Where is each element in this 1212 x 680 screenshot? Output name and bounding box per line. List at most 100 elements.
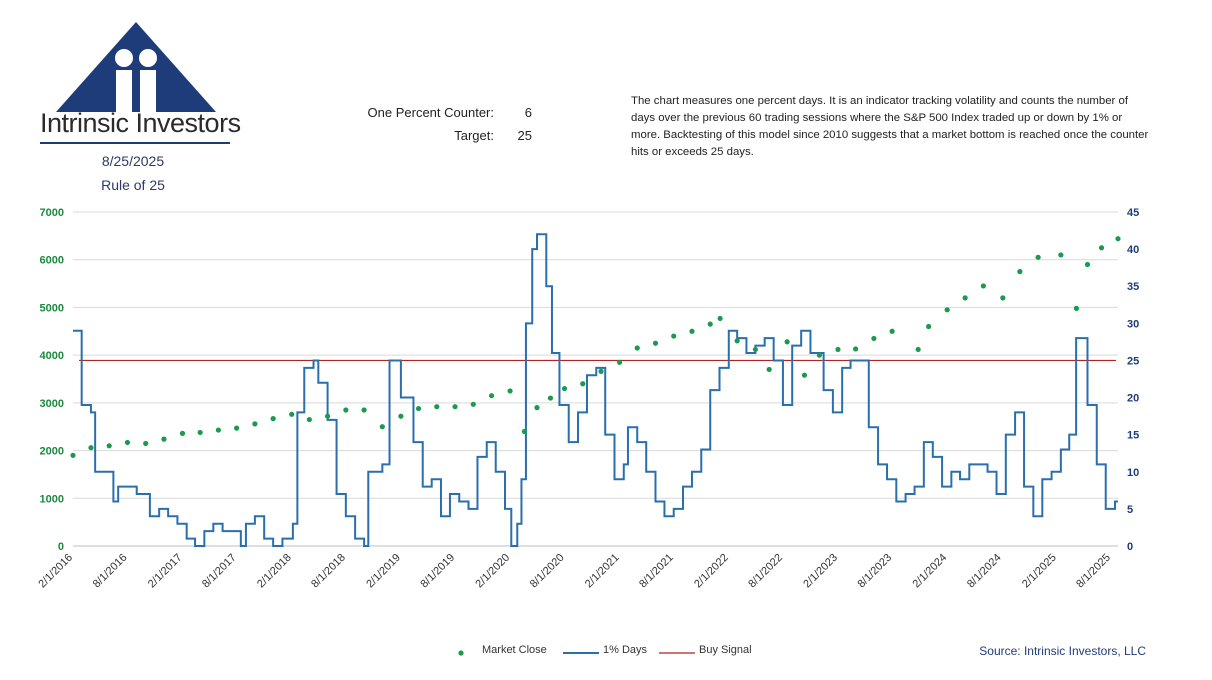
market-close-point (962, 295, 968, 301)
market-close-point (434, 404, 440, 410)
market-close-point (816, 352, 823, 358)
legend-market-label: Market Close (482, 644, 547, 656)
right-tick-label: 15 (1127, 430, 1139, 442)
market-close-point (915, 346, 921, 353)
x-tick-label: 2/1/2019 (364, 552, 403, 591)
market-close-point (1073, 305, 1080, 311)
counter-value: 6 (524, 105, 532, 120)
market-close-point (734, 338, 740, 344)
right-tick-label: 40 (1127, 244, 1139, 256)
market-close-point (944, 307, 950, 313)
target-value: 25 (517, 128, 532, 143)
market-close-point (801, 372, 808, 378)
market-close-point (361, 407, 367, 413)
market-close-point (398, 413, 404, 419)
market-close-point (197, 429, 203, 436)
market-close-point (707, 321, 713, 327)
legend-signal-marker (659, 652, 695, 654)
market-close-point (143, 440, 149, 447)
x-tick-label: 2/1/2023 (801, 552, 840, 591)
market-close-point (634, 345, 640, 351)
x-tick-label: 2/1/2016 (36, 552, 75, 591)
market-close-point (671, 333, 677, 339)
legend-market-marker (458, 650, 464, 656)
market-close-point (534, 405, 540, 411)
market-close-point (871, 335, 877, 342)
market-close-point (106, 443, 112, 449)
market-close-point (561, 385, 568, 392)
left-tick-label: 4000 (40, 350, 64, 362)
chart: 0 1000 2000 3000 4000 5000 6000 7000 0 5 10 15 20 25 3… (36, 207, 1139, 591)
market-close-point (179, 430, 186, 436)
x-tick-label: 8/1/2023 (855, 552, 894, 591)
market-close-point (415, 405, 422, 412)
right-tick-label: 20 (1127, 393, 1139, 405)
market-close-point (1017, 269, 1023, 275)
market-close-point (652, 340, 659, 346)
x-tick-label: 8/1/2020 (528, 552, 567, 591)
market-close-point (124, 439, 131, 446)
market-close-point (215, 427, 221, 433)
x-tick-label: 8/1/2021 (637, 552, 676, 591)
market-close-point (470, 401, 476, 407)
x-tick-label: 8/1/2024 (965, 552, 1004, 591)
market-close-point (521, 428, 528, 435)
x-tick-label: 2/1/2017 (146, 552, 185, 591)
market-close-point (1035, 254, 1041, 260)
market-close-point (452, 404, 458, 410)
market-close-point (306, 416, 312, 423)
market-close-point (547, 395, 554, 401)
right-tick-label: 10 (1127, 467, 1139, 479)
market-close-point (1115, 236, 1121, 242)
x-tick-label: 8/1/2016 (91, 552, 130, 591)
counter-label: One Percent Counter: (367, 105, 494, 120)
market-close-point (926, 323, 932, 330)
market-close-point (784, 339, 790, 345)
market-close-point (766, 366, 772, 373)
x-tick-label: 2/1/2021 (583, 552, 622, 591)
report-subtitle: Rule of 25 (101, 177, 165, 193)
market-close-point (835, 346, 841, 353)
market-close-point (379, 424, 385, 430)
market-close-point (289, 411, 295, 417)
x-tick-label: 2/1/2024 (911, 552, 950, 591)
market-close-point (252, 421, 258, 427)
x-tick-label: 8/1/2017 (200, 552, 239, 591)
market-close-point (234, 425, 240, 431)
right-tick-label: 30 (1127, 318, 1139, 330)
market-close-point (1084, 261, 1091, 268)
market-close-point (717, 315, 723, 322)
market-close-point (161, 436, 167, 442)
x-tick-label: 2/1/2018 (255, 552, 294, 591)
legend-signal-label: Buy Signal (699, 644, 752, 656)
x-tick-label: 8/1/2022 (746, 552, 785, 591)
left-tick-label: 1000 (40, 493, 64, 505)
market-close-point (580, 381, 586, 387)
market-close-point (689, 328, 695, 334)
right-tick-label: 5 (1127, 504, 1133, 516)
legend-days-label: 1% Days (603, 644, 648, 656)
right-tick-label: 25 (1127, 355, 1139, 367)
left-tick-label: 0 (58, 541, 64, 553)
target-label: Target: (454, 128, 494, 143)
market-close-point (1058, 252, 1064, 258)
market-close-point (980, 283, 986, 289)
market-close-point (616, 359, 623, 365)
market-close-point (889, 328, 895, 334)
left-tick-label: 2000 (40, 446, 64, 458)
left-tick-label: 5000 (40, 302, 64, 314)
market-close-point (70, 452, 76, 458)
days-series-line (73, 233, 1118, 547)
market-close-point (324, 413, 331, 419)
company-logo (56, 22, 216, 112)
market-close-point (853, 346, 859, 352)
right-tick-label: 35 (1127, 281, 1139, 293)
left-tick-label: 7000 (40, 207, 64, 219)
x-tick-label: 2/1/2022 (692, 552, 731, 591)
left-tick-label: 3000 (40, 398, 64, 410)
market-close-point (1000, 295, 1006, 301)
market-close-point (270, 416, 276, 422)
legend-days-marker (563, 652, 599, 654)
market-close-point (598, 368, 604, 374)
report-date: 8/25/2025 (101, 153, 165, 169)
